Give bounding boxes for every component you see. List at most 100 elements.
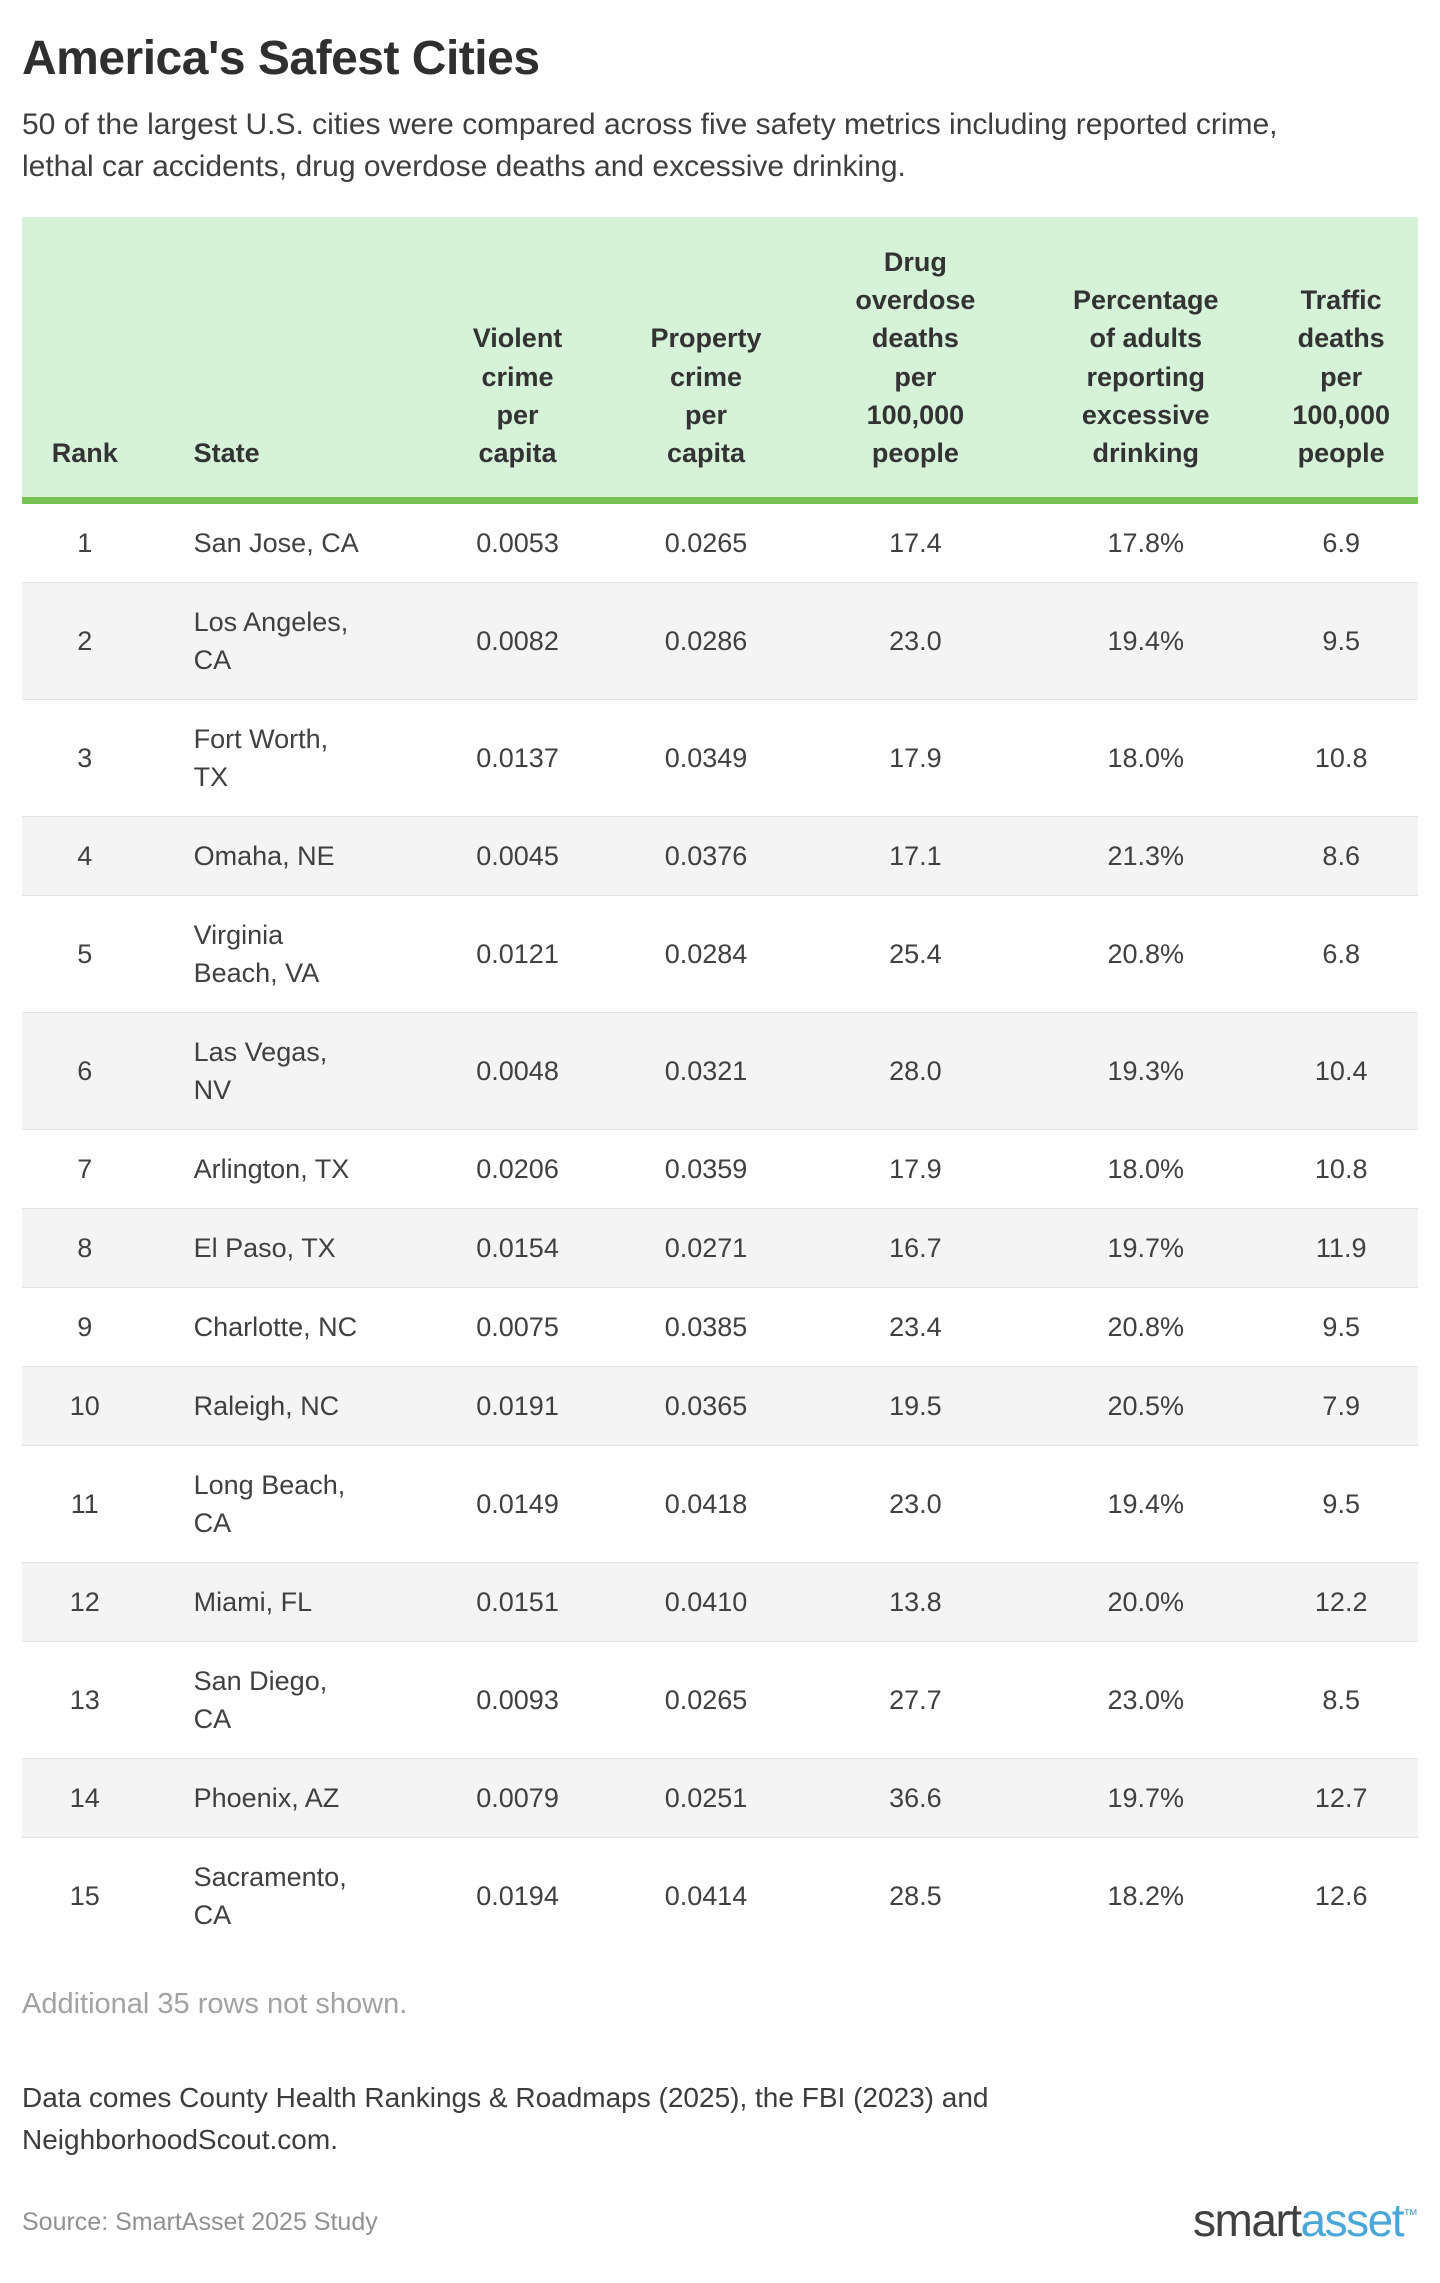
excessive-drinking-cell: 19.7% (1027, 1757, 1265, 1838)
table-header-row: Rank State Violent crime per capita Prop… (22, 216, 1418, 504)
excessive-drinking-cell: 19.3% (1027, 1011, 1265, 1130)
property-crime-cell: 0.0265 (608, 1640, 804, 1759)
state-cell: Las Vegas, NV (147, 1011, 427, 1130)
traffic-deaths-cell: 6.9 (1264, 500, 1418, 583)
additional-rows-note: Additional 35 rows not shown. (22, 1987, 408, 2020)
excessive-drinking-cell: 20.0% (1027, 1561, 1265, 1642)
logo-asset-text: asset (1300, 2193, 1405, 2246)
state-cell: Virginia Beach, VA (147, 894, 427, 1013)
traffic-deaths-cell: 9.5 (1264, 581, 1418, 700)
table-row: 9 Charlotte, NC 0.0075 0.0385 23.4 20.8% 9.5 (22, 1286, 1418, 1367)
property-crime-cell: 0.0265 (608, 500, 804, 583)
violent-crime-cell: 0.0121 (426, 894, 609, 1013)
table-row: 5 Virginia Beach, VA 0.0121 0.0284 25.4 20.8%… (22, 894, 1418, 1013)
rank-cell: 3 (22, 698, 148, 817)
property-crime-cell: 0.0251 (608, 1757, 804, 1838)
table-row: 4 Omaha, NE 0.0045 0.0376 17.1 21.3% 8.6 (22, 815, 1418, 896)
state-name: El Paso, TX (193, 1232, 336, 1263)
traffic-deaths-cell: 12.7 (1264, 1757, 1418, 1838)
excessive-drinking-cell: 19.7% (1027, 1207, 1265, 1288)
state-name: Phoenix, AZ (193, 1782, 340, 1813)
table-row: 2 Los Angeles, CA 0.0082 0.0286 23.0 19.4% 9.5 (22, 581, 1418, 700)
property-crime-cell: 0.0321 (608, 1011, 804, 1130)
traffic-deaths-cell: 9.5 (1264, 1286, 1418, 1367)
violent-crime-cell: 0.0053 (426, 500, 609, 583)
table-row: 14 Phoenix, AZ 0.0079 0.0251 36.6 19.7% 12.7 (22, 1757, 1418, 1838)
traffic-deaths-cell: 7.9 (1264, 1365, 1418, 1446)
rank-cell: 8 (22, 1207, 148, 1288)
traffic-deaths-cell: 6.8 (1264, 894, 1418, 1013)
column-header-excessive-drinking: Percentage of adults reporting excessive… (1027, 216, 1265, 504)
rank-cell: 10 (22, 1365, 148, 1446)
property-crime-cell: 0.0414 (608, 1836, 804, 1954)
excessive-drinking-cell: 18.0% (1027, 1128, 1265, 1209)
state-cell: Charlotte, NC (147, 1286, 427, 1367)
rank-cell: 13 (22, 1640, 148, 1759)
property-crime-cell: 0.0349 (608, 698, 804, 817)
column-header-drug-overdose: Drug overdose deaths per 100,000 people (803, 216, 1028, 504)
source-label: Source: SmartAsset 2025 Study (22, 2207, 378, 2236)
table-row: 1 San Jose, CA 0.0053 0.0265 17.4 17.8% 6.9 (22, 500, 1418, 583)
excessive-drinking-cell: 23.0% (1027, 1640, 1265, 1759)
rank-cell: 6 (22, 1011, 148, 1130)
violent-crime-cell: 0.0079 (426, 1757, 609, 1838)
rank-cell: 14 (22, 1757, 148, 1838)
property-crime-cell: 0.0385 (608, 1286, 804, 1367)
table-row: 15 Sacramento, CA 0.0194 0.0414 28.5 18.2% 12.… (22, 1836, 1418, 1954)
excessive-drinking-cell: 18.2% (1027, 1836, 1265, 1954)
violent-crime-cell: 0.0075 (426, 1286, 609, 1367)
column-header-property-crime: Property crime per capita (608, 216, 804, 504)
excessive-drinking-cell: 19.4% (1027, 581, 1265, 700)
footer-row: Source: SmartAsset 2025 Study smartasset… (22, 2197, 1418, 2243)
smartasset-logo: smartasset™ (1193, 2197, 1418, 2243)
column-header-traffic-deaths: Traffic deaths per 100,000 people (1264, 216, 1418, 504)
drug-overdose-cell: 19.5 (803, 1365, 1028, 1446)
safest-cities-table: Rank State Violent crime per capita Prop… (22, 216, 1418, 1954)
rank-cell: 7 (22, 1128, 148, 1209)
traffic-deaths-cell: 12.6 (1264, 1836, 1418, 1954)
state-cell: Miami, FL (147, 1561, 427, 1642)
traffic-deaths-cell: 10.4 (1264, 1011, 1418, 1130)
state-cell: Los Angeles, CA (147, 581, 427, 700)
excessive-drinking-cell: 19.4% (1027, 1444, 1265, 1563)
violent-crime-cell: 0.0093 (426, 1640, 609, 1759)
violent-crime-cell: 0.0149 (426, 1444, 609, 1563)
state-name: Charlotte, NC (193, 1311, 358, 1342)
page-subtitle: 50 of the largest U.S. cities were compa… (22, 107, 1278, 184)
violent-crime-cell: 0.0137 (426, 698, 609, 817)
property-crime-cell: 0.0410 (608, 1561, 804, 1642)
drug-overdose-cell: 16.7 (803, 1207, 1028, 1288)
table-row: 11 Long Beach, CA 0.0149 0.0418 23.0 19.4% 9.5 (22, 1444, 1418, 1563)
rank-cell: 9 (22, 1286, 148, 1367)
state-cell: Phoenix, AZ (147, 1757, 427, 1838)
traffic-deaths-cell: 8.6 (1264, 815, 1418, 896)
table-row: 7 Arlington, TX 0.0206 0.0359 17.9 18.0% 10.8 (22, 1128, 1418, 1209)
table-row: 8 El Paso, TX 0.0154 0.0271 16.7 19.7% 11.9 (22, 1207, 1418, 1288)
column-header-violent-crime: Violent crime per capita (426, 216, 609, 504)
property-crime-cell: 0.0284 (608, 894, 804, 1013)
traffic-deaths-cell: 12.2 (1264, 1561, 1418, 1642)
excessive-drinking-cell: 20.8% (1027, 1286, 1265, 1367)
drug-overdose-cell: 17.9 (803, 698, 1028, 817)
property-crime-cell: 0.0365 (608, 1365, 804, 1446)
state-name: Fort Worth, TX (193, 723, 329, 792)
violent-crime-cell: 0.0206 (426, 1128, 609, 1209)
drug-overdose-cell: 27.7 (803, 1640, 1028, 1759)
state-name: Miami, FL (193, 1586, 313, 1617)
property-crime-cell: 0.0271 (608, 1207, 804, 1288)
drug-overdose-cell: 17.4 (803, 500, 1028, 583)
excessive-drinking-cell: 20.8% (1027, 894, 1265, 1013)
traffic-deaths-cell: 10.8 (1264, 1128, 1418, 1209)
traffic-deaths-cell: 10.8 (1264, 698, 1418, 817)
table-row: 13 San Diego, CA 0.0093 0.0265 27.7 23.0% 8.5 (22, 1640, 1418, 1759)
state-name: San Jose, CA (193, 527, 359, 558)
rank-cell: 1 (22, 500, 148, 583)
excessive-drinking-cell: 20.5% (1027, 1365, 1265, 1446)
violent-crime-cell: 0.0194 (426, 1836, 609, 1954)
logo-trademark-icon: ™ (1403, 2206, 1418, 2224)
drug-overdose-cell: 13.8 (803, 1561, 1028, 1642)
logo-smart-text: smart (1193, 2193, 1302, 2246)
state-cell: Fort Worth, TX (147, 698, 427, 817)
rank-cell: 12 (22, 1561, 148, 1642)
drug-overdose-cell: 23.4 (803, 1286, 1028, 1367)
